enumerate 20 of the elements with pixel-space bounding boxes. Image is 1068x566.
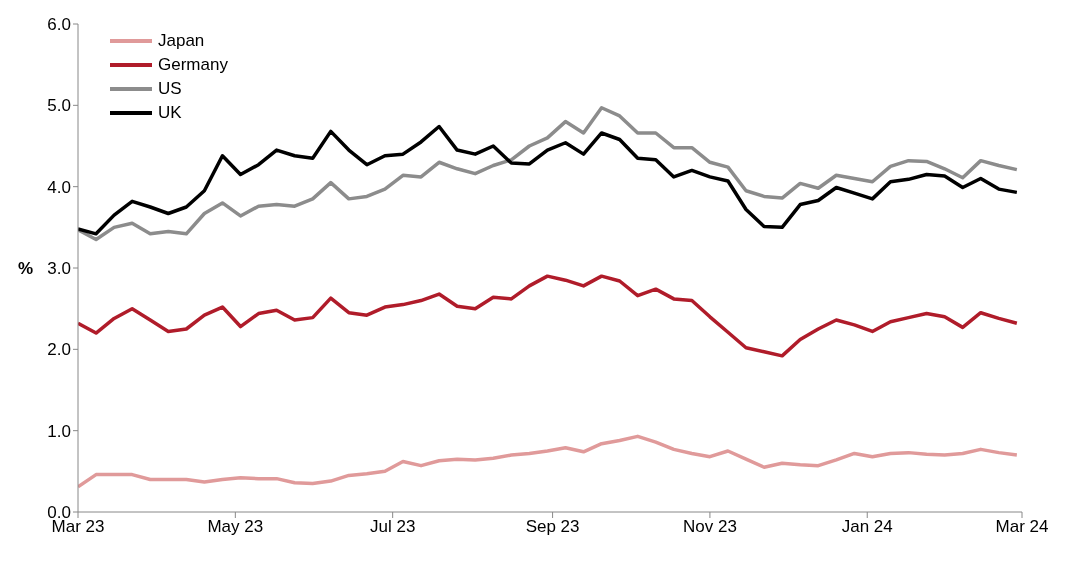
legend-label: UK <box>158 103 182 123</box>
x-tick-label: Mar 24 <box>995 517 1049 537</box>
line-series <box>78 274 1019 358</box>
y-axis-title: % <box>18 259 34 279</box>
x-tick-label: Sep 23 <box>525 517 580 537</box>
line-series <box>78 434 1019 489</box>
x-tick-label: Nov 23 <box>682 517 737 537</box>
legend-label: US <box>158 79 182 99</box>
legend-label: Japan <box>158 31 205 51</box>
line-series <box>78 124 1019 236</box>
x-tick-label: May 23 <box>207 517 264 537</box>
y-tick-label: 1.0 <box>47 421 71 441</box>
y-tick-label: 4.0 <box>47 177 71 197</box>
y-tick-label: 3.0 <box>47 259 71 279</box>
x-tick-label: Jan 24 <box>841 517 893 537</box>
x-tick-label: Jul 23 <box>369 517 416 537</box>
y-tick-label: 2.0 <box>47 340 71 360</box>
legend-label: Germany <box>158 55 228 75</box>
y-tick-label: 5.0 <box>47 96 71 116</box>
y-tick-label: 6.0 <box>47 15 71 35</box>
